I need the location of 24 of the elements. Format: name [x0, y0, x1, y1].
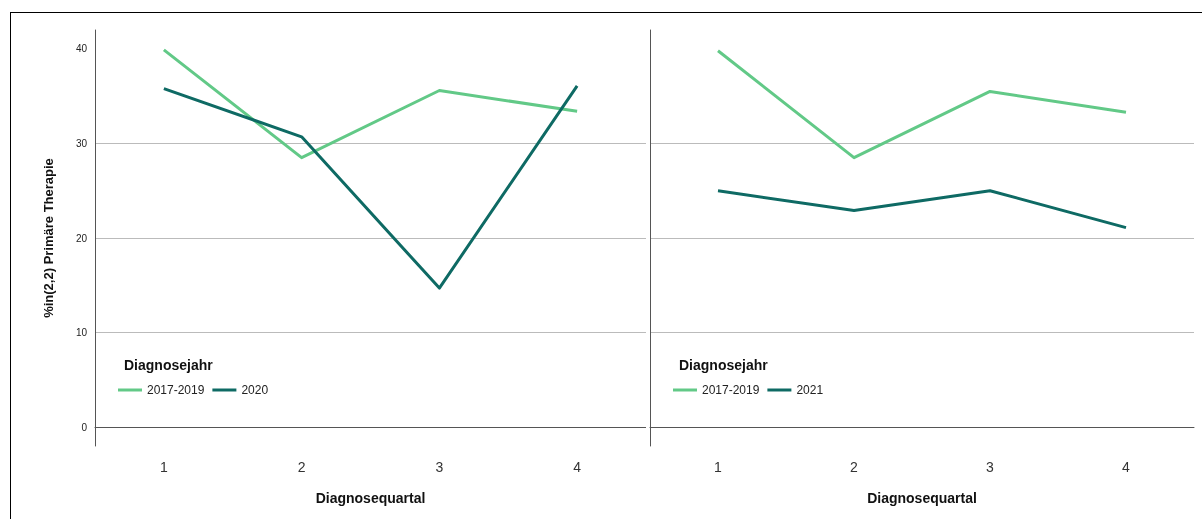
x-tick-label: 2	[850, 459, 859, 475]
legend-title: Diagnosejahr	[679, 357, 769, 373]
line-series	[162, 84, 579, 290]
y-tick-label: 0	[81, 421, 88, 433]
line-series	[162, 48, 579, 160]
y-tick-label: 10	[75, 327, 88, 339]
x-axis-title: Diagnosequartal	[315, 490, 426, 506]
legend-label: 2021	[796, 383, 824, 397]
x-tick-label: 4	[573, 459, 582, 475]
legend-title: Diagnosejahr	[124, 357, 214, 373]
x-tick-label: 3	[986, 459, 995, 475]
x-axis-title: Diagnosequartal	[867, 490, 977, 506]
y-axis-title: %in(2,2) Primäre Therapie	[41, 158, 56, 318]
x-tick-label: 2	[297, 459, 306, 475]
x-tick-label: 1	[159, 459, 168, 475]
x-tick-label: 3	[435, 459, 444, 475]
x-tick-label: 1	[714, 459, 723, 475]
legend-label: 2020	[241, 383, 269, 397]
x-tick-label: 4	[1122, 459, 1131, 475]
y-tick-label: 30	[75, 137, 88, 149]
legend-label: 2017-2019	[702, 383, 760, 397]
y-tick-label: 20	[75, 232, 88, 244]
y-tick-label: 40	[75, 43, 88, 55]
legend-label: 2017-2019	[147, 383, 205, 397]
